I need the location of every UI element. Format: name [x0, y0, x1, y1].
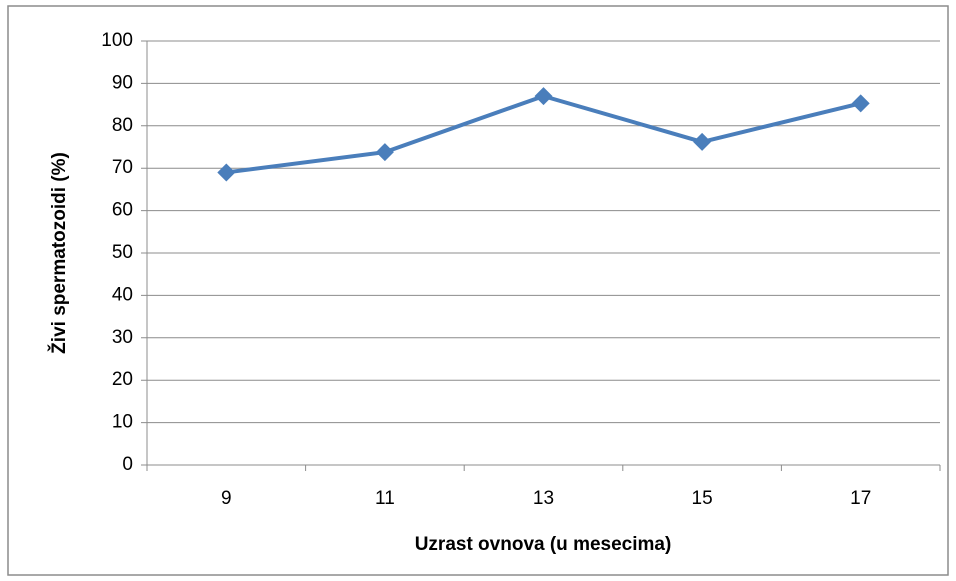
x-tick-label: 17 [850, 488, 871, 509]
x-axis-title: Uzrast ovnova (u mesecima) [415, 534, 672, 555]
y-tick-label: 70 [112, 157, 133, 178]
chart-frame [7, 5, 949, 576]
y-tick-label: 40 [112, 284, 133, 305]
y-axis-title: Živi spermatozoidi (%) [48, 152, 70, 354]
y-tick-label: 0 [122, 454, 133, 475]
point [375, 143, 394, 162]
y-tick-label: 90 [112, 72, 133, 93]
x-tick-label: 13 [533, 488, 554, 509]
x-tick-label: 15 [692, 488, 713, 509]
y-tick-label: 50 [112, 242, 133, 263]
y-tick-label: 30 [112, 327, 133, 348]
point [851, 94, 870, 113]
x-tick-label: 11 [375, 488, 395, 509]
point [217, 163, 236, 182]
y-tick-label: 20 [112, 369, 133, 390]
x-tick-label: 9 [221, 488, 232, 509]
point [534, 87, 553, 106]
y-tick-label: 10 [112, 412, 133, 433]
point [693, 132, 712, 151]
y-tick-label: 60 [112, 200, 133, 221]
y-tick-label: 80 [112, 115, 133, 136]
y-tick-label: 100 [101, 30, 133, 51]
